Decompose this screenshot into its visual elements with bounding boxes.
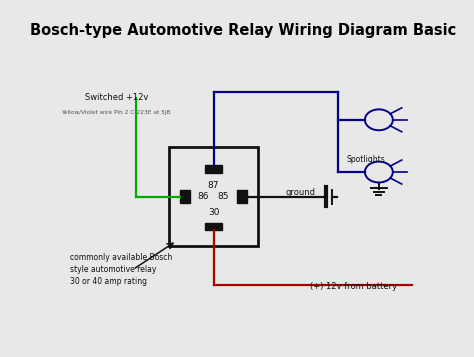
Text: Yellow/Violet wire Pin 2 C-223E at 5JB: Yellow/Violet wire Pin 2 C-223E at 5JB <box>61 110 171 115</box>
Bar <box>169 147 258 246</box>
Text: 30: 30 <box>208 208 219 217</box>
Text: 85: 85 <box>218 192 229 201</box>
Text: (+) 12v from battery: (+) 12v from battery <box>310 282 397 291</box>
Text: Switched +12v: Switched +12v <box>84 93 148 102</box>
Text: Spotlights: Spotlights <box>346 155 385 164</box>
Bar <box>180 190 191 203</box>
Bar <box>205 165 222 173</box>
Bar <box>237 190 247 203</box>
Bar <box>205 223 222 230</box>
Text: ground: ground <box>285 188 315 197</box>
Text: 87: 87 <box>208 181 219 190</box>
Text: 86: 86 <box>198 192 210 201</box>
Text: commonly available Bosch
style automotive relay
30 or 40 amp rating: commonly available Bosch style automotiv… <box>70 253 173 286</box>
Title: Bosch-type Automotive Relay Wiring Diagram Basic: Bosch-type Automotive Relay Wiring Diagr… <box>30 22 456 37</box>
